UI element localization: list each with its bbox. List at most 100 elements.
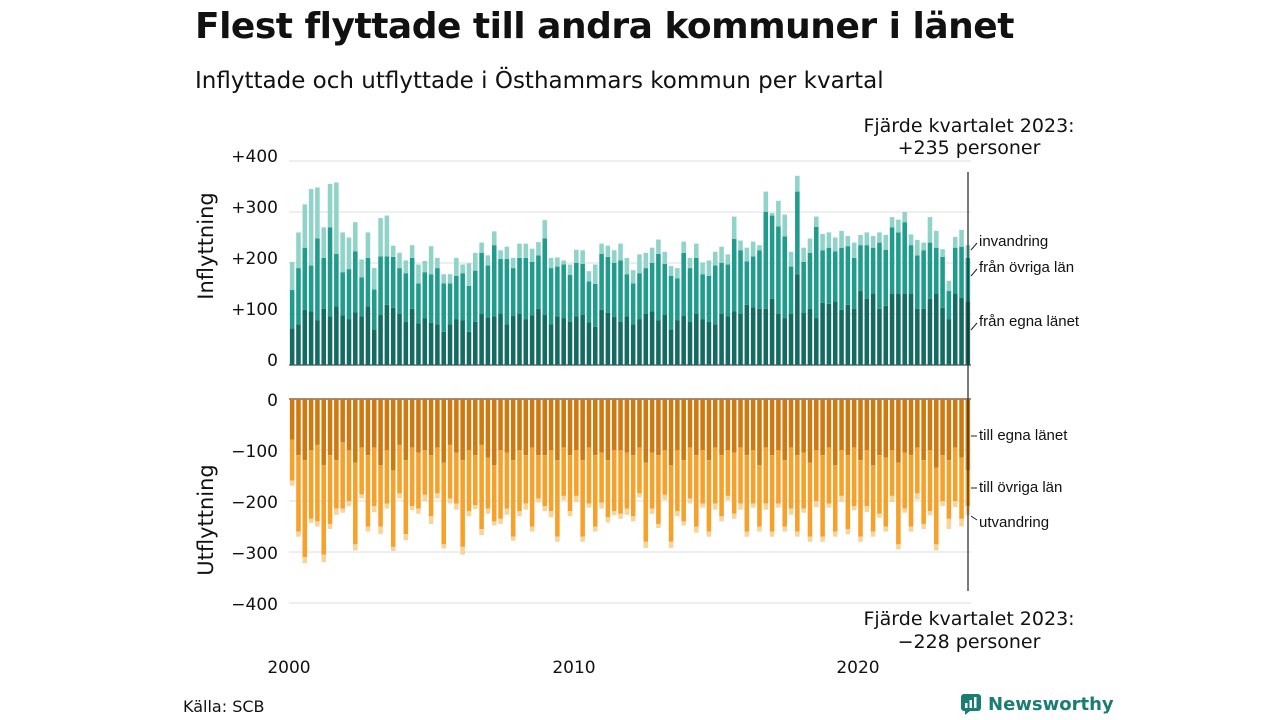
bar-utvandring [637, 493, 642, 498]
bar-utvandring [814, 501, 819, 508]
bar-fran-egna-lanet [599, 309, 604, 365]
bar-till-ovriga-lan [681, 460, 686, 522]
bar-till-ovriga-lan [498, 450, 503, 519]
bar-fran-egna-lanet [624, 316, 630, 365]
bar-utvandring [353, 544, 358, 551]
bar-fran-egna-lanet [845, 304, 851, 365]
legend-fran-egna-lanet: från egna länet [979, 313, 1080, 330]
bar-invandring [934, 230, 939, 248]
bar-till-egna-lanet [353, 399, 358, 463]
bar-fran-egna-lanet [870, 293, 876, 365]
bar-till-ovriga-lan [485, 457, 491, 509]
bar-fran-egna-lanet [694, 314, 699, 365]
bar-till-ovriga-lan [523, 455, 529, 504]
bar-fran-ovriga-lan [315, 238, 320, 321]
bar-till-egna-lanet [409, 399, 415, 448]
bar-fran-egna-lanet [927, 298, 933, 365]
bar-utvandring [896, 544, 901, 550]
bar-utvandring [441, 544, 446, 549]
bar-utvandring [428, 516, 434, 524]
bar-till-egna-lanet [315, 399, 320, 445]
bar-fran-ovriga-lan [327, 227, 333, 317]
bar-fran-ovriga-lan [555, 266, 560, 317]
bar-invandring [870, 235, 876, 248]
bar-fran-ovriga-lan [353, 251, 358, 313]
bar-till-ovriga-lan [542, 455, 548, 507]
bar-fran-ovriga-lan [561, 264, 566, 319]
bar-fran-ovriga-lan [586, 281, 592, 323]
bar-till-egna-lanet [864, 399, 870, 450]
bar-fran-egna-lanet [864, 298, 870, 365]
bar-utvandring [561, 495, 566, 500]
bar-invandring [586, 271, 592, 282]
bar-fran-ovriga-lan [820, 250, 825, 303]
bar-till-egna-lanet [624, 399, 630, 453]
bar-fran-ovriga-lan [384, 256, 390, 305]
bar-invandring [555, 257, 560, 267]
bar-fran-ovriga-lan [365, 257, 371, 307]
bar-till-ovriga-lan [384, 450, 390, 504]
bar-till-egna-lanet [776, 399, 781, 450]
bar-till-ovriga-lan [504, 452, 510, 509]
bar-utvandring [593, 526, 598, 532]
bar-invandring [454, 257, 459, 276]
bar-invandring [668, 266, 674, 276]
bar-till-ovriga-lan [340, 442, 345, 509]
bar-invandring [340, 232, 345, 273]
bar-fran-egna-lanet [687, 321, 693, 365]
bar-invandring [776, 200, 781, 227]
bar-fran-ovriga-lan [441, 283, 446, 332]
bar-till-ovriga-lan [744, 455, 750, 532]
bar-till-egna-lanet [599, 399, 604, 453]
ytick-bot-0: 0 [267, 391, 278, 411]
bar-fran-ovriga-lan [934, 247, 939, 294]
bar-fran-ovriga-lan [731, 239, 737, 312]
bar-invandring [731, 216, 737, 240]
bar-invandring [315, 187, 320, 239]
bar-invandring [574, 249, 579, 263]
bar-till-egna-lanet [858, 399, 863, 461]
bar-utvandring [466, 511, 472, 517]
bar-utvandring [542, 506, 548, 512]
bar-invandring [706, 260, 712, 276]
bar-invandring [883, 234, 889, 250]
bar-till-egna-lanet [896, 399, 901, 463]
bar-till-egna-lanet [877, 399, 882, 456]
bar-utvandring [858, 536, 863, 542]
bar-fran-ovriga-lan [877, 242, 882, 309]
bar-utvandring [826, 503, 832, 508]
bar-invandring [851, 242, 857, 258]
bar-till-egna-lanet [397, 399, 402, 445]
bar-invandring [346, 237, 352, 270]
bar-till-egna-lanet [454, 399, 459, 453]
bar-fran-egna-lanet [675, 320, 680, 365]
bar-till-ovriga-lan [359, 447, 364, 495]
bar-fran-ovriga-lan [927, 242, 933, 299]
bar-invandring [889, 217, 895, 228]
ytick-bot-300: −300 [231, 544, 278, 564]
bar-till-egna-lanet [510, 399, 516, 461]
bar-till-ovriga-lan [807, 462, 813, 537]
bar-utvandring [782, 526, 787, 532]
bar-fran-egna-lanet [681, 316, 686, 365]
bar-till-ovriga-lan [757, 465, 762, 527]
bar-till-egna-lanet [820, 399, 825, 456]
bar-invandring [327, 183, 333, 228]
bar-utvandring [548, 511, 554, 518]
bar-utvandring [359, 494, 364, 499]
bar-till-egna-lanet [902, 399, 907, 453]
bar-fran-egna-lanet [485, 317, 491, 365]
bar-till-egna-lanet [870, 399, 876, 466]
bar-till-ovriga-lan [934, 467, 939, 545]
bar-fran-ovriga-lan [864, 245, 870, 299]
bar-fran-ovriga-lan [580, 264, 585, 316]
bar-till-ovriga-lan [296, 455, 301, 532]
bar-fran-ovriga-lan [409, 257, 415, 309]
bar-till-egna-lanet [561, 399, 566, 448]
bar-utvandring [952, 501, 958, 508]
bar-invandring [390, 245, 396, 257]
bar-utvandring [675, 511, 680, 517]
bar-fran-ovriga-lan [428, 274, 434, 323]
bar-invandring [877, 232, 882, 243]
